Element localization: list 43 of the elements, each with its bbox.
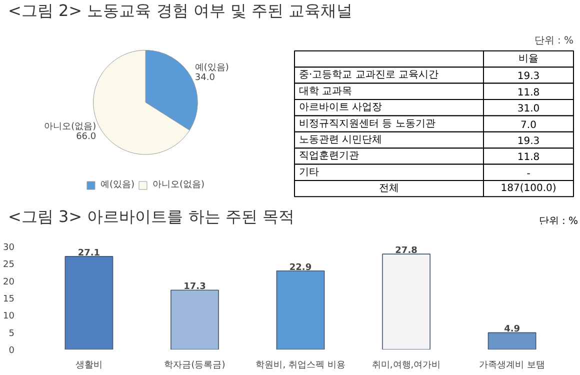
data-label: 19.3 <box>517 136 540 147</box>
data-label: 17.3 <box>184 282 206 292</box>
data-label: 11.8 <box>517 87 540 98</box>
x-tick-label: 학자금(등록금) <box>164 360 226 370</box>
category-label: 전체 <box>379 183 399 194</box>
data-label: 22.9 <box>289 262 312 273</box>
y-tick-label: 15 <box>3 294 14 304</box>
category-label: 노동관련 시민단체 <box>299 134 382 146</box>
x-tick-label: 취미,여행,여가비 <box>372 360 441 370</box>
data-label: 27.8 <box>395 246 418 256</box>
category-label: 대학 교과목 <box>299 86 352 97</box>
y-tick-label: 30 <box>3 243 15 253</box>
legend-label: 예(있음) <box>100 179 134 191</box>
data-label: 4.9 <box>504 324 520 335</box>
data-label: 34.0 <box>194 72 216 83</box>
x-tick-label: 가족생계비 보탬 <box>479 360 545 370</box>
slice-label: 아니오(없음) <box>44 122 96 132</box>
data-label: 11.8 <box>517 152 540 164</box>
data-label: - <box>526 168 531 180</box>
category-label: 중·고등학교 교과진로 교육시간 <box>299 70 439 81</box>
y-tick-label: 5 <box>8 328 15 339</box>
data-label: 66.0 <box>76 132 96 142</box>
x-tick-label: 학원비, 취업스펙 비용 <box>256 360 346 370</box>
category-label: 기타 <box>299 166 319 178</box>
y-tick-label: 20 <box>3 277 15 288</box>
legend-label: 아니오(없음) <box>152 179 205 191</box>
x-tick-label: 생활비 <box>75 360 102 370</box>
category-label: 직업훈련기관 <box>299 150 359 162</box>
text: 단위 : % <box>534 36 574 47</box>
y-tick-label: 25 <box>3 260 14 270</box>
data-label: 187(100.0) <box>500 183 556 194</box>
data-label: 27.1 <box>78 248 100 258</box>
category-label: 아르바이트 사업장 <box>299 102 382 114</box>
category-label: 비정규직지원센터 등 노동기관 <box>299 118 436 130</box>
data-label: 19.3 <box>517 71 540 82</box>
y-tick-label: 0 <box>8 346 15 356</box>
chart-title: <그림 2> 노동교육 경험 여부 및 주된 교육채널 <box>8 0 353 22</box>
data-label: 31.0 <box>517 104 540 115</box>
data-label: 7.0 <box>520 120 536 131</box>
y-tick-label: 10 <box>3 312 15 322</box>
chart-title: <그림 3> 아르바이트를 하는 주된 목적 <box>8 206 294 228</box>
text: 비율 <box>518 54 538 65</box>
slice-label: 예(있음) <box>194 62 229 73</box>
